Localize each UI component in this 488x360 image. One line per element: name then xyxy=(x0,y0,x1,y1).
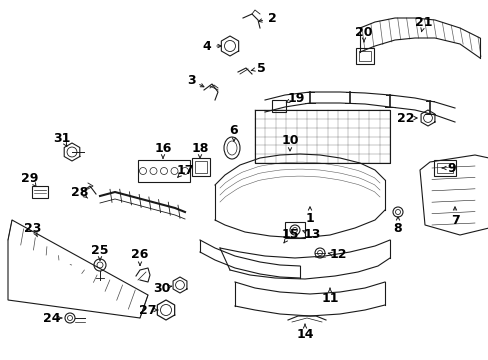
Text: 4: 4 xyxy=(202,40,211,53)
Text: 1: 1 xyxy=(305,211,314,225)
Text: 23: 23 xyxy=(24,221,41,234)
Bar xyxy=(285,222,305,238)
Bar xyxy=(195,161,206,173)
Text: 18: 18 xyxy=(191,141,208,154)
Bar xyxy=(271,100,285,112)
Text: 22: 22 xyxy=(396,112,414,125)
Text: 9: 9 xyxy=(447,162,455,175)
Text: 31: 31 xyxy=(53,131,71,144)
Text: 25: 25 xyxy=(91,243,108,256)
Text: 26: 26 xyxy=(131,248,148,261)
Bar xyxy=(138,160,190,182)
Bar xyxy=(358,51,370,61)
Text: 3: 3 xyxy=(186,73,195,86)
Text: 13: 13 xyxy=(303,229,320,242)
Bar xyxy=(32,186,48,198)
Text: 19: 19 xyxy=(287,91,304,104)
Text: 17: 17 xyxy=(176,163,193,176)
Bar xyxy=(436,163,452,173)
Text: 11: 11 xyxy=(321,292,338,305)
Text: 30: 30 xyxy=(153,282,170,294)
Text: 27: 27 xyxy=(139,303,157,316)
Text: 8: 8 xyxy=(393,221,402,234)
Text: 16: 16 xyxy=(154,141,171,154)
Text: 7: 7 xyxy=(450,213,458,226)
Bar xyxy=(433,160,455,176)
Bar xyxy=(355,48,373,64)
Text: 24: 24 xyxy=(43,311,61,324)
Bar xyxy=(192,158,209,176)
Text: 6: 6 xyxy=(229,123,238,136)
Text: 20: 20 xyxy=(354,26,372,39)
Text: 10: 10 xyxy=(281,134,298,147)
Text: 21: 21 xyxy=(414,15,432,28)
Text: 5: 5 xyxy=(256,62,265,75)
Text: 2: 2 xyxy=(267,12,276,24)
Text: 14: 14 xyxy=(296,328,313,341)
Text: 29: 29 xyxy=(21,171,39,184)
Text: 28: 28 xyxy=(71,185,88,198)
Text: 12: 12 xyxy=(328,248,346,261)
Text: 15: 15 xyxy=(281,229,298,242)
